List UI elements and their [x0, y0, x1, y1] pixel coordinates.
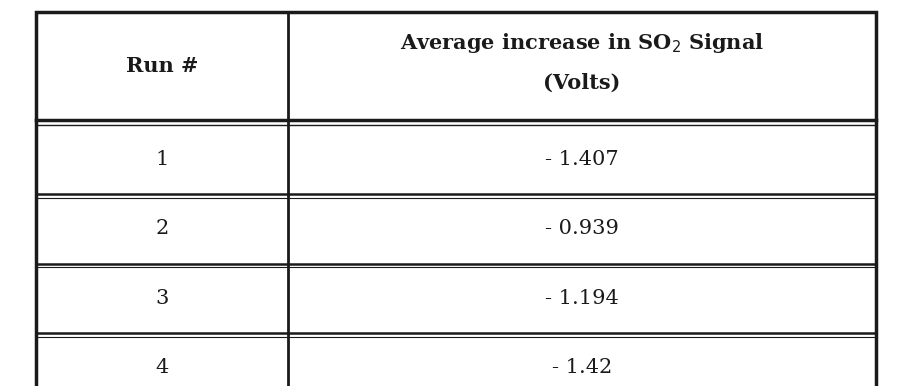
- Text: Run #: Run #: [126, 56, 199, 76]
- Text: 1: 1: [156, 150, 169, 169]
- Text: 4: 4: [156, 358, 169, 378]
- Text: - 1.194: - 1.194: [545, 289, 618, 308]
- Text: - 1.42: - 1.42: [551, 358, 611, 378]
- Text: - 0.939: - 0.939: [544, 219, 619, 239]
- Text: 2: 2: [156, 219, 169, 239]
- Text: (Volts): (Volts): [543, 73, 619, 93]
- Text: 3: 3: [156, 289, 169, 308]
- Text: - 1.407: - 1.407: [545, 150, 618, 169]
- Text: Average increase in SO$_2$ Signal: Average increase in SO$_2$ Signal: [399, 31, 763, 55]
